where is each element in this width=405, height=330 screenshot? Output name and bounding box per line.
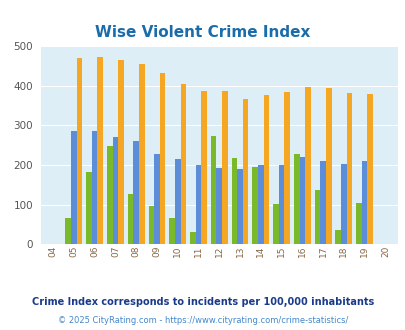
Bar: [325, 88, 331, 244]
Bar: [278, 165, 284, 244]
Bar: [355, 203, 361, 244]
Bar: [252, 167, 257, 244]
Bar: [92, 131, 97, 244]
Bar: [159, 73, 165, 244]
Bar: [112, 137, 118, 244]
Bar: [86, 172, 92, 244]
Bar: [65, 218, 71, 244]
Text: © 2025 CityRating.com - https://www.cityrating.com/crime-statistics/: © 2025 CityRating.com - https://www.city…: [58, 315, 347, 325]
Bar: [273, 204, 278, 244]
Bar: [107, 146, 112, 244]
Bar: [210, 137, 216, 244]
Bar: [77, 58, 82, 244]
Bar: [284, 92, 289, 244]
Bar: [201, 91, 207, 244]
Text: Crime Index corresponds to incidents per 100,000 inhabitants: Crime Index corresponds to incidents per…: [32, 297, 373, 307]
Bar: [346, 93, 352, 244]
Bar: [175, 159, 180, 244]
Bar: [320, 161, 325, 244]
Bar: [180, 84, 185, 244]
Bar: [361, 161, 367, 244]
Bar: [190, 232, 195, 244]
Bar: [237, 169, 242, 244]
Bar: [263, 95, 269, 244]
Bar: [71, 131, 77, 244]
Bar: [305, 86, 310, 244]
Bar: [257, 165, 263, 244]
Bar: [367, 94, 372, 244]
Bar: [242, 99, 248, 244]
Bar: [97, 57, 103, 244]
Bar: [293, 154, 299, 244]
Bar: [169, 218, 175, 244]
Text: Wise Violent Crime Index: Wise Violent Crime Index: [95, 25, 310, 40]
Bar: [231, 158, 237, 244]
Bar: [154, 154, 159, 244]
Bar: [314, 190, 320, 244]
Bar: [139, 64, 144, 244]
Bar: [335, 230, 340, 244]
Bar: [148, 206, 154, 244]
Bar: [128, 194, 133, 244]
Bar: [340, 164, 346, 244]
Bar: [299, 157, 305, 244]
Bar: [118, 60, 124, 244]
Bar: [216, 168, 222, 244]
Bar: [133, 141, 139, 244]
Bar: [195, 165, 201, 244]
Bar: [222, 91, 227, 244]
